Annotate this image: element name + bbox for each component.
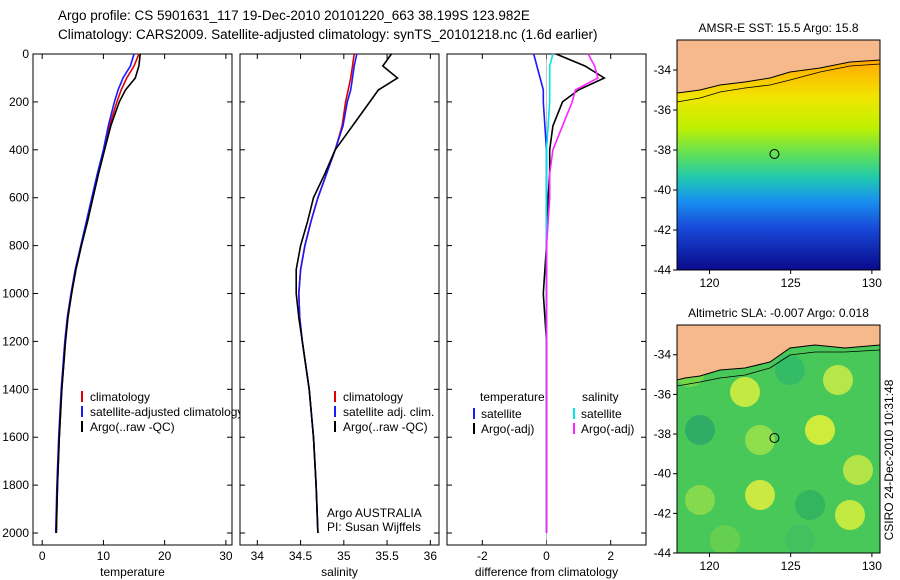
- sla-anomaly-blob: [685, 415, 715, 445]
- depth-tick-label: 400: [9, 143, 29, 157]
- depth-tick-label: 1800: [2, 478, 29, 492]
- depth-contour: [677, 63, 880, 103]
- salinity-panel: 34 34.5 35 35.5 36 salinity climatologysatelli…: [239, 53, 440, 579]
- temperature-panel: 0 10 20 30 0 200 400 600 800 1000 1200 1400 1600 1800…: [2, 47, 243, 579]
- sla-anomaly-blob: [835, 500, 865, 530]
- depth-contour: [677, 349, 880, 387]
- temperature-xtick-label: 0: [39, 549, 46, 563]
- sla-anomaly-blob: [775, 355, 805, 385]
- salinity-xtick-label: 36: [424, 549, 438, 563]
- difference-xtick-label: 2: [607, 549, 614, 563]
- sst_map-ytick-label: -40: [654, 183, 672, 197]
- diff-legend-label: satellite: [581, 407, 622, 421]
- csiro-timestamp: CSIRO 24-Dec-2010 10:31:48: [882, 379, 896, 540]
- depth-tick-label: 1200: [2, 334, 29, 348]
- sla-anomaly-blob: [823, 365, 853, 395]
- sla-anomaly-blob: [745, 425, 775, 455]
- depth-tick-label: 1000: [2, 287, 29, 301]
- sst_map-ytick-label: -38: [654, 143, 672, 157]
- sst_map-frame: [676, 39, 881, 271]
- sla-anomaly-blob: [685, 485, 715, 515]
- temperature-legend-label: Argo(..raw -QC): [90, 420, 175, 434]
- land-mask: [677, 325, 880, 381]
- salinity-xtick-label: 35: [337, 549, 351, 563]
- temperature-xtick-label: 10: [97, 549, 111, 563]
- sla_map-xtick-label: 130: [862, 559, 882, 573]
- sla-anomaly-blob: [730, 377, 760, 407]
- sla-anomaly-blob: [785, 525, 815, 553]
- salinity-axes-box: [239, 53, 440, 546]
- salinity-legend-label: Argo(..raw -QC): [343, 420, 428, 434]
- annotation-line1: Argo AUSTRALIA: [327, 506, 422, 520]
- temperature-axes-box: [32, 53, 233, 546]
- sst_map-xtick-label: 125: [781, 276, 801, 290]
- temperature-xtick-label: 20: [158, 549, 172, 563]
- temperature-xlabel: temperature: [100, 565, 165, 579]
- diff-legend-label: satellite: [481, 407, 522, 421]
- sla_map-ytick-label: -36: [654, 387, 672, 401]
- sla_map-xtick-label: 120: [699, 559, 719, 573]
- salinity-xlabel: salinity: [321, 565, 358, 579]
- depth-tick-label: 0: [22, 47, 29, 61]
- depth-tick-label: 1600: [2, 430, 29, 444]
- sst_map-ytick-label: -34: [654, 63, 672, 77]
- salinity-legend-label: satellite adj. clim.: [343, 405, 434, 419]
- temperature-legend-label: climatology: [90, 390, 150, 404]
- climatology-title: Climatology: CARS2009. Satellite-adjuste…: [58, 27, 598, 42]
- sla_map-xtick-label: 125: [781, 559, 801, 573]
- diff-legend-header-temperature: temperature: [480, 390, 545, 404]
- temperature-series-line: [55, 53, 141, 534]
- difference-series-line: [545, 53, 599, 533]
- sla-anomaly-blob: [710, 525, 740, 553]
- annotation-line2: PI: Susan Wijffels: [327, 520, 421, 534]
- sst_map-ytick-label: -36: [654, 103, 672, 117]
- diff-legend-label: Argo(-adj): [481, 422, 534, 436]
- salinity-xtick-label: 34.5: [289, 549, 313, 563]
- diff-legend-header-salinity: salinity: [582, 390, 619, 404]
- difference-xtick-label: 0: [543, 549, 550, 563]
- land-mask: [677, 40, 880, 94]
- sst_map-xtick-label: 130: [862, 276, 882, 290]
- profile-title: Argo profile: CS 5901631_117 19-Dec-2010…: [58, 8, 530, 23]
- difference-panel: -2 0 2 difference from climatology temperatu…: [446, 53, 647, 579]
- sst_map-panel: 120 125 130 -34 -36 -38 -40 -42 -44 AMSR-E SST: 1…: [654, 21, 883, 290]
- depth-tick-label: 2000: [2, 526, 29, 540]
- sla_map-ytick-label: -34: [654, 348, 672, 362]
- sla_map-ytick-label: -44: [654, 546, 672, 560]
- salinity-legend-label: climatology: [343, 390, 403, 404]
- sla_map-ytick-label: -40: [654, 467, 672, 481]
- salinity-xtick-label: 35.5: [375, 549, 399, 563]
- sla_map-field: [677, 325, 880, 553]
- sla-anomaly-blob: [745, 480, 775, 510]
- depth-tick-label: 1400: [2, 382, 29, 396]
- sst_map-ytick-label: -42: [654, 223, 672, 237]
- sst_map-ytick-label: -44: [654, 263, 672, 277]
- temperature-legend-label: satellite-adjusted climatology: [90, 405, 243, 419]
- depth-tick-label: 600: [9, 191, 29, 205]
- diff-legend-label: Argo(-adj): [581, 422, 634, 436]
- difference-xtick-label: -2: [477, 549, 488, 563]
- sla_map-ytick-label: -42: [654, 506, 672, 520]
- argo-position-marker: [769, 149, 780, 159]
- sst_map-title: AMSR-E SST: 15.5 Argo: 15.8: [698, 21, 858, 35]
- argo-position-marker: [769, 433, 780, 444]
- depth-tick-label: 200: [9, 95, 29, 109]
- sla-anomaly-blob: [795, 490, 825, 520]
- sla_map-panel: 120 125 130 -34 -36 -38 -40 -42 -44 Altimetric SL…: [654, 306, 883, 573]
- sla-anomaly-blob: [805, 415, 835, 445]
- depth-tick-label: 800: [9, 239, 29, 253]
- sla_map-title: Altimetric SLA: -0.007 Argo: 0.018: [688, 306, 869, 320]
- sla_map-frame: [676, 324, 881, 554]
- salinity-xtick-label: 34: [251, 549, 265, 563]
- sst_map-xtick-label: 120: [699, 276, 719, 290]
- sla-anomaly-blob: [843, 455, 873, 485]
- salinity-series-line: [295, 53, 399, 534]
- sla_map-ytick-label: -38: [654, 427, 672, 441]
- temperature-xtick-label: 30: [219, 549, 233, 563]
- difference-xlabel: difference from climatology: [475, 565, 618, 579]
